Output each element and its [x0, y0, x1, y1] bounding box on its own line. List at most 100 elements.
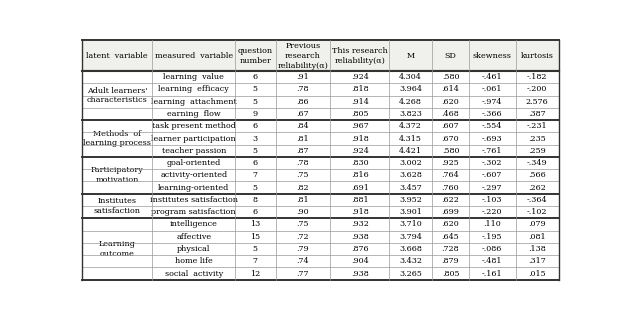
Text: -.364: -.364	[527, 196, 548, 204]
Text: skewness: skewness	[473, 52, 512, 60]
Text: Adult learners'
characteristics: Adult learners' characteristics	[87, 87, 148, 104]
Text: .691: .691	[351, 184, 369, 191]
Text: Learning
outcome: Learning outcome	[99, 240, 136, 258]
Text: .387: .387	[528, 110, 546, 118]
Text: 6: 6	[253, 73, 258, 81]
Text: .879: .879	[442, 257, 459, 265]
Text: .938: .938	[351, 269, 369, 278]
Text: -.607: -.607	[482, 171, 502, 179]
Text: 3.823: 3.823	[399, 110, 422, 118]
Text: -.086: -.086	[482, 245, 502, 253]
Text: -.103: -.103	[482, 196, 502, 204]
Text: .259: .259	[528, 147, 546, 155]
Text: .818: .818	[351, 85, 369, 94]
Text: .81: .81	[297, 196, 309, 204]
Text: physical: physical	[177, 245, 211, 253]
Text: SD: SD	[444, 52, 456, 60]
Text: -.297: -.297	[482, 184, 502, 191]
Text: .566: .566	[528, 171, 546, 179]
Text: learning  attachment: learning attachment	[151, 98, 237, 106]
Text: -.554: -.554	[482, 122, 502, 130]
Text: 2.576: 2.576	[526, 98, 549, 106]
Text: earning  flow: earning flow	[167, 110, 221, 118]
Text: .317: .317	[528, 257, 546, 265]
Text: 15: 15	[250, 233, 260, 241]
Text: 3.432: 3.432	[399, 257, 422, 265]
Text: 6: 6	[253, 122, 258, 130]
Text: affective: affective	[176, 233, 211, 241]
Text: .622: .622	[442, 196, 459, 204]
Text: .925: .925	[442, 159, 459, 167]
Text: .938: .938	[351, 233, 369, 241]
Text: -.761: -.761	[482, 147, 502, 155]
Text: .645: .645	[442, 233, 459, 241]
Text: 9: 9	[253, 110, 258, 118]
Text: .87: .87	[297, 147, 309, 155]
Text: 3: 3	[253, 134, 258, 143]
Text: 5: 5	[253, 245, 258, 253]
Text: 3.668: 3.668	[399, 245, 422, 253]
Text: .91: .91	[297, 73, 309, 81]
Text: -.461: -.461	[482, 73, 502, 81]
Text: .830: .830	[351, 159, 369, 167]
Text: .79: .79	[297, 245, 309, 253]
Text: 3.457: 3.457	[399, 184, 422, 191]
Text: .138: .138	[528, 245, 546, 253]
Text: Institutes
satisfaction: Institutes satisfaction	[94, 197, 141, 215]
Text: .924: .924	[351, 147, 369, 155]
Text: intelligence: intelligence	[170, 220, 217, 229]
Text: 3.964: 3.964	[399, 85, 422, 94]
Bar	[82, 41, 559, 71]
Text: .805: .805	[442, 269, 459, 278]
Text: .81: .81	[297, 134, 309, 143]
Text: .75: .75	[297, 171, 309, 179]
Text: .67: .67	[297, 110, 309, 118]
Text: 13: 13	[250, 220, 261, 229]
Text: 6: 6	[253, 159, 258, 167]
Text: -.349: -.349	[527, 159, 548, 167]
Text: 5: 5	[253, 98, 258, 106]
Text: .670: .670	[442, 134, 459, 143]
Text: 3.710: 3.710	[399, 220, 422, 229]
Text: home life: home life	[175, 257, 213, 265]
Text: 5: 5	[253, 147, 258, 155]
Text: .918: .918	[351, 134, 369, 143]
Text: .262: .262	[528, 184, 546, 191]
Text: .614: .614	[442, 85, 459, 94]
Text: social  activity: social activity	[164, 269, 223, 278]
Text: .904: .904	[351, 257, 369, 265]
Text: -.061: -.061	[482, 85, 502, 94]
Text: -.366: -.366	[482, 110, 502, 118]
Text: .72: .72	[297, 233, 309, 241]
Text: 4.372: 4.372	[399, 122, 422, 130]
Text: 3.265: 3.265	[399, 269, 422, 278]
Text: -.974: -.974	[482, 98, 502, 106]
Text: -.182: -.182	[527, 73, 548, 81]
Text: .77: .77	[297, 269, 309, 278]
Text: program satisfaction: program satisfaction	[151, 208, 236, 216]
Text: .580: .580	[442, 73, 459, 81]
Text: .78: .78	[297, 159, 309, 167]
Text: learner participation: learner participation	[151, 134, 236, 143]
Text: -.161: -.161	[482, 269, 502, 278]
Text: latent  variable: latent variable	[86, 52, 148, 60]
Text: task present method: task present method	[152, 122, 236, 130]
Text: .75: .75	[297, 220, 309, 229]
Text: -.195: -.195	[482, 233, 502, 241]
Text: .607: .607	[442, 122, 459, 130]
Text: 5: 5	[253, 85, 258, 94]
Text: 5: 5	[253, 184, 258, 191]
Text: activity-oriented: activity-oriented	[160, 171, 228, 179]
Text: .760: .760	[442, 184, 459, 191]
Text: .932: .932	[351, 220, 369, 229]
Text: 6: 6	[253, 208, 258, 216]
Text: This research
reliability(α): This research reliability(α)	[332, 47, 388, 65]
Text: 3.901: 3.901	[399, 208, 422, 216]
Text: 3.952: 3.952	[399, 196, 422, 204]
Text: .764: .764	[442, 171, 459, 179]
Text: .468: .468	[442, 110, 459, 118]
Text: -.302: -.302	[482, 159, 502, 167]
Text: .699: .699	[442, 208, 459, 216]
Text: .86: .86	[297, 98, 309, 106]
Text: -.231: -.231	[527, 122, 548, 130]
